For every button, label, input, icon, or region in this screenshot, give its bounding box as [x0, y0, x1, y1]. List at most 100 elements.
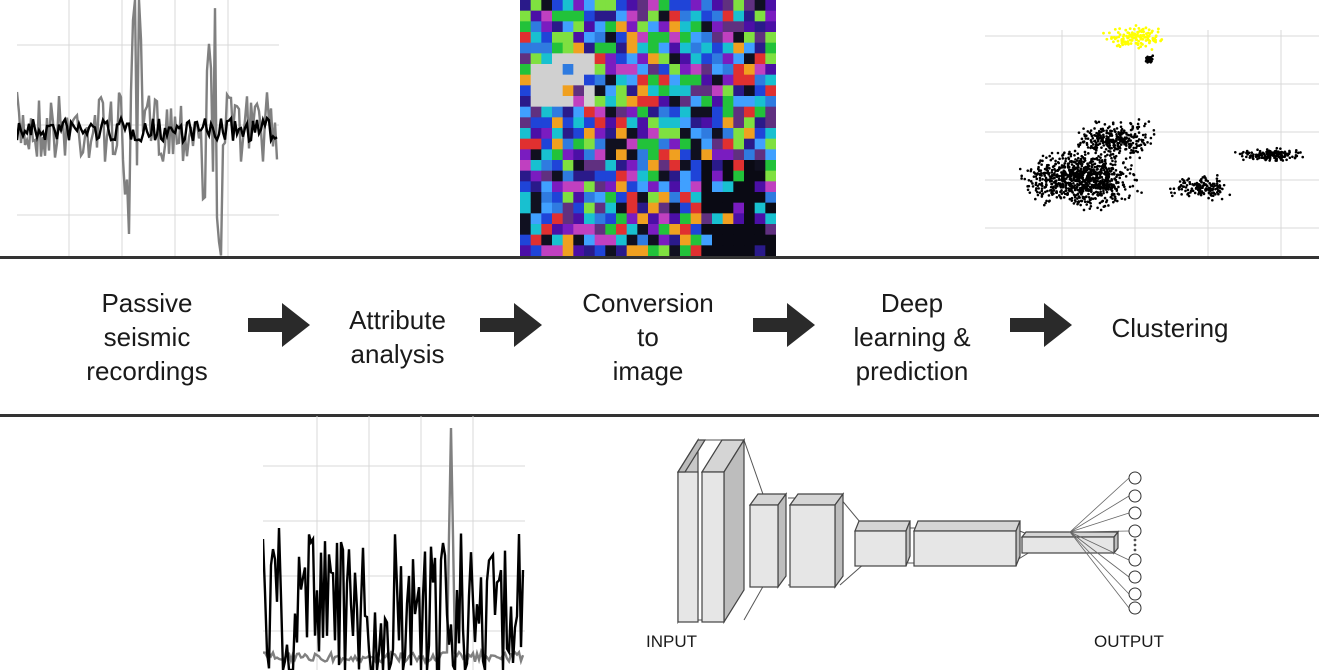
cluster-point-black: [1096, 136, 1099, 140]
pixel-cell: [605, 160, 617, 172]
cluster-point-black: [1103, 150, 1106, 154]
pixel-cell: [520, 85, 532, 97]
pixel-cell: [701, 138, 713, 150]
cluster-point-black: [1245, 155, 1248, 159]
output-ellipsis-dot: [1133, 543, 1137, 547]
cluster-point-black: [1095, 121, 1098, 125]
pixel-cell: [594, 32, 606, 44]
pixel-cell: [658, 149, 670, 161]
cluster-point-black: [1128, 185, 1132, 189]
cluster-point-yellow: [1118, 27, 1122, 31]
pixel-cell: [605, 149, 617, 161]
cluster-point-yellow: [1144, 39, 1148, 42]
pixel-cell: [722, 85, 734, 97]
cluster-point-black: [1140, 147, 1143, 150]
pixel-cell: [562, 224, 574, 236]
pixel-cell: [605, 10, 617, 22]
pixel-cell: [573, 149, 585, 161]
pixel-cell: [637, 64, 649, 76]
pixel-cell: [754, 32, 766, 44]
cluster-point-black: [1092, 143, 1095, 146]
pixel-cell: [701, 213, 713, 225]
pixel-cell: [754, 138, 766, 150]
pixel-cell: [669, 170, 681, 182]
pixel-cell: [530, 96, 542, 108]
pixel-cell: [648, 170, 660, 182]
cluster-point-black: [1086, 184, 1090, 187]
pixel-cell: [626, 42, 638, 54]
cluster-point-black: [1060, 164, 1064, 167]
cluster-point-black: [1114, 197, 1117, 201]
pixel-cell: [573, 42, 585, 54]
pixel-cell: [605, 74, 617, 86]
pixel-cell: [690, 160, 702, 172]
cluster-point-black: [1069, 154, 1073, 158]
pixel-cell: [584, 106, 596, 118]
step-5-line-1: Clustering: [1111, 313, 1229, 343]
pixel-cell: [765, 128, 776, 140]
pixel-cell: [712, 181, 724, 193]
cluster-point-black: [1173, 191, 1176, 195]
cluster-point-black: [1052, 192, 1055, 195]
arrow-right-icon: [753, 303, 815, 347]
pixel-cell: [530, 64, 542, 76]
cluster-point-black: [1179, 183, 1183, 187]
cluster-point-black: [1268, 153, 1271, 157]
cluster-point-black: [1077, 172, 1081, 176]
step-4-line-2: learning &: [853, 322, 971, 352]
cluster-point-black: [1111, 152, 1115, 156]
pixel-cell: [658, 181, 670, 193]
cluster-point-black: [1108, 172, 1111, 176]
pixel-cell: [690, 74, 702, 86]
pixel-cell: [541, 21, 553, 33]
cluster-point-black: [1102, 135, 1105, 139]
pixel-cell: [680, 42, 692, 54]
cluster-point-black: [1211, 187, 1214, 191]
pixel-cell: [594, 117, 606, 129]
pixel-cell: [690, 138, 702, 150]
pixel-cell: [690, 170, 702, 182]
cluster-point-black: [1274, 151, 1278, 155]
cluster-point-black: [1073, 184, 1077, 187]
cluster-point-black: [1114, 154, 1118, 158]
cluster-point-black: [1061, 166, 1065, 169]
cluster-point-black: [1096, 158, 1099, 161]
pixel-cell: [658, 202, 670, 214]
cluster-point-black: [1032, 175, 1036, 178]
cluster-point-black: [1102, 189, 1105, 193]
cluster-point-black: [1202, 181, 1206, 185]
pixel-cell: [744, 160, 756, 172]
pixel-cell: [680, 224, 692, 236]
pixel-cell: [584, 96, 596, 108]
cluster-point-black: [1121, 137, 1125, 141]
cluster-point-black: [1268, 159, 1271, 162]
pixel-cell: [626, 224, 638, 236]
pixel-cell: [616, 10, 628, 22]
pixel-cell: [648, 138, 660, 150]
cluster-point-black: [1105, 168, 1109, 172]
pixel-cell: [573, 74, 585, 86]
cluster-point-black: [1109, 195, 1113, 199]
cluster-point-black: [1069, 152, 1073, 156]
cluster-point-black: [1035, 177, 1039, 181]
pixel-cell: [552, 74, 564, 86]
pixel-cell: [733, 213, 745, 225]
pixel-cell: [573, 245, 585, 256]
pixel-cell: [669, 128, 681, 140]
cluster-point-black: [1279, 147, 1282, 150]
pixel-cell: [669, 42, 681, 54]
pixel-cell: [541, 42, 553, 54]
cluster-point-black: [1294, 148, 1298, 152]
cluster-point-black: [1096, 139, 1100, 143]
pixel-cell: [562, 32, 574, 44]
cluster-point-black: [1171, 194, 1174, 198]
pixel-cell: [722, 202, 734, 214]
cluster-point-black: [1135, 125, 1139, 129]
output-neuron: [1128, 524, 1142, 538]
pixel-cell: [754, 85, 766, 97]
cluster-point-black: [1041, 192, 1045, 195]
cluster-point-black: [1283, 155, 1286, 159]
cluster-point-yellow: [1156, 30, 1160, 34]
pixel-cell: [701, 53, 713, 65]
pixel-cell: [584, 21, 596, 33]
